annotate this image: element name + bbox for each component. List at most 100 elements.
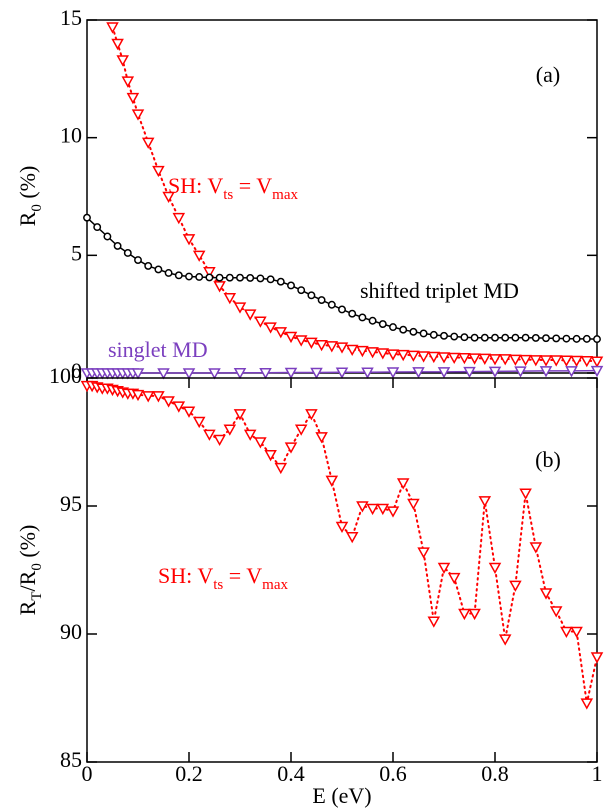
panel-label: (b) <box>535 447 561 472</box>
data-point <box>396 478 410 490</box>
data-point <box>111 38 124 51</box>
data-point <box>368 316 377 325</box>
data-point <box>123 249 132 257</box>
y-axis-label-part: 0 <box>29 204 45 212</box>
data-point <box>389 323 397 332</box>
data-point <box>427 616 441 628</box>
data-point <box>376 348 390 360</box>
data-point <box>325 475 339 487</box>
data-point <box>407 498 420 510</box>
data-point <box>259 368 272 380</box>
data-point <box>470 333 479 342</box>
data-point <box>154 265 163 274</box>
data-point <box>192 250 206 262</box>
data-point <box>335 521 349 534</box>
series-label-part: SH: V <box>168 173 223 198</box>
data-point <box>437 352 451 364</box>
y-tick-label: 15 <box>60 5 82 30</box>
data-point <box>570 626 583 638</box>
data-point <box>378 320 387 329</box>
data-point <box>172 212 186 225</box>
data-point <box>284 442 298 454</box>
data-point <box>185 272 193 281</box>
data-point <box>562 334 571 343</box>
y-axis-label-part: T <box>29 591 45 600</box>
data-point <box>103 232 112 241</box>
data-point <box>549 606 563 618</box>
series-label-part: ts <box>223 187 233 203</box>
series-label-part: ts <box>213 577 223 593</box>
y-tick-label: 10 <box>60 123 82 148</box>
y-axis-label-part: (%) <box>15 525 40 563</box>
series-label-part: max <box>262 577 288 593</box>
panel-label: (a) <box>536 62 560 87</box>
data-point <box>141 391 155 403</box>
data-point <box>203 429 216 441</box>
data-point <box>348 309 357 318</box>
data-point <box>208 368 221 380</box>
data-point <box>419 329 428 338</box>
data-point <box>254 316 267 328</box>
y-tick-label: 100 <box>49 363 82 388</box>
data-point <box>458 352 471 365</box>
data-point <box>565 366 578 378</box>
data-point <box>427 351 441 364</box>
y-tick-label: 85 <box>60 747 82 772</box>
data-point <box>225 273 234 282</box>
data-point <box>157 368 170 380</box>
y-axis-label-part: R <box>15 211 40 226</box>
data-point <box>480 333 489 342</box>
data-point <box>590 365 604 378</box>
data-point <box>307 291 316 300</box>
data-point <box>327 300 336 309</box>
data-point <box>243 309 257 321</box>
data-point <box>514 366 527 378</box>
data-point <box>233 368 247 380</box>
data-point <box>498 354 512 366</box>
data-point <box>141 137 155 149</box>
data-point <box>116 55 129 67</box>
data-point <box>521 333 530 342</box>
data-point <box>345 531 359 544</box>
data-point <box>213 281 226 293</box>
series-line <box>86 216 598 340</box>
data-point <box>264 322 277 334</box>
data-point <box>205 273 214 282</box>
data-point <box>182 234 196 246</box>
data-point <box>366 503 379 516</box>
data-point <box>580 356 594 368</box>
data-point <box>542 334 550 343</box>
x-tick-label: 0.6 <box>379 761 407 786</box>
data-point <box>409 327 418 336</box>
data-point <box>570 355 583 368</box>
data-point <box>429 330 438 339</box>
data-point <box>294 335 308 347</box>
data-point <box>386 506 400 518</box>
data-point <box>215 273 224 282</box>
series-label: shifted triplet MD <box>360 278 519 303</box>
y-axis-label-part: /R <box>15 570 40 591</box>
data-point <box>294 424 308 436</box>
data-point <box>529 542 543 554</box>
data-point <box>399 325 408 334</box>
data-point <box>509 580 522 592</box>
data-point <box>256 274 265 283</box>
data-point <box>134 256 142 264</box>
data-point <box>488 366 502 378</box>
data-point <box>447 572 461 585</box>
data-point <box>386 349 400 361</box>
series-label: SH: Vts = Vmax <box>158 563 288 593</box>
data-point <box>498 634 512 646</box>
data-point <box>305 337 318 349</box>
data-point <box>560 355 573 367</box>
data-point <box>203 267 216 279</box>
series-label: singlet MD <box>108 337 208 362</box>
data-point <box>284 367 298 380</box>
data-point <box>539 366 553 378</box>
data-point <box>396 349 410 362</box>
data-point <box>297 286 306 295</box>
plot-frame <box>86 19 598 374</box>
data-point <box>478 353 492 365</box>
data-point <box>468 608 481 621</box>
